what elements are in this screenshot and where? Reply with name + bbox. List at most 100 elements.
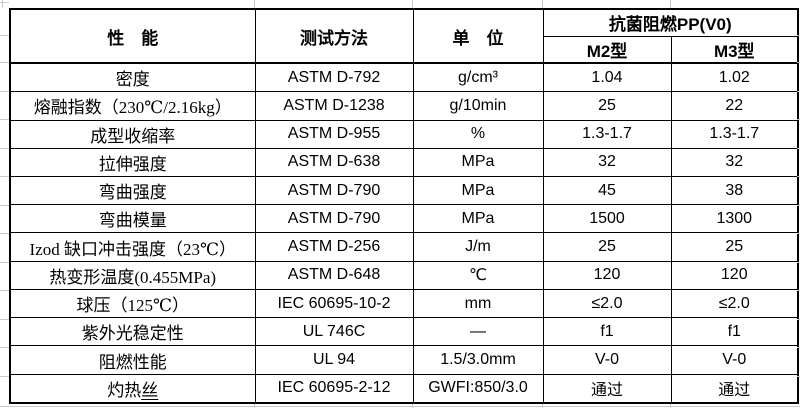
cell-unit: GWFI:850/3.0 xyxy=(412,373,544,404)
cell-method: UL 746C xyxy=(254,317,414,347)
cell-unit: MPa xyxy=(412,147,544,177)
cell-m2: 32 xyxy=(542,147,672,177)
cell-m3: 1.02 xyxy=(670,62,799,93)
cell-unit: g/10min xyxy=(412,91,544,121)
gridline-tick xyxy=(0,347,9,348)
gridline-tick xyxy=(0,148,9,149)
cell-unit: mm xyxy=(412,288,544,319)
gridline-tick xyxy=(797,176,800,177)
cell-m2: 45 xyxy=(542,175,672,206)
gridline-tick xyxy=(0,205,9,206)
cell-m2: 25 xyxy=(542,91,672,121)
table-row: 紫外光稳定性 UL 746C — f1 f1 xyxy=(9,317,799,347)
cell-method: ASTM D-790 xyxy=(254,204,414,234)
cell-unit: MPa xyxy=(412,175,544,206)
header-row-2: M2型 M3型 xyxy=(10,35,799,64)
cell-unit: g/cm³ xyxy=(412,62,544,93)
table-row: 灼热丝 IEC 60695-2-12 GWFI:850/3.0 通过 通过 xyxy=(9,373,799,404)
table-body: 密度 ASTM D-792 g/cm³ 1.04 1.02 熔融指数（230℃/2.16k… xyxy=(9,62,799,404)
cell-property: 紫外光稳定性 xyxy=(9,317,256,347)
gridline-tick xyxy=(0,2,9,3)
table-row: 弯曲模量 ASTM D-790 MPa 1500 1300 xyxy=(9,204,799,234)
gridline-tick xyxy=(0,233,9,234)
table-row: 成型收缩率 ASTM D-955% 1.3-1.7 1.3-1.7 xyxy=(9,119,799,149)
cell-property: 弯曲强度 xyxy=(9,175,256,206)
cell-unit: — xyxy=(412,317,544,347)
gridline-tick xyxy=(0,406,800,407)
cell-m3: 1300 xyxy=(670,204,799,234)
cell-m2: V-0 xyxy=(542,345,672,375)
table-row: Izod 缺口冲击强度（23℃） ASTM D-256 J/m 25 25 xyxy=(9,232,799,262)
cell-m3: 120 xyxy=(670,260,799,290)
header-unit: 单 位 xyxy=(412,8,544,64)
gridline-tick xyxy=(797,205,800,206)
cell-property: 阻燃性能 xyxy=(9,345,256,375)
gridline-tick xyxy=(0,119,9,120)
table-row: 熔融指数（230℃/2.16kg） ASTM D-1238 g/10min 25 22 xyxy=(9,91,799,121)
gridline-tick xyxy=(412,0,413,8)
cell-property: Izod 缺口冲击强度（23℃） xyxy=(9,232,256,262)
gridline-tick xyxy=(797,62,800,63)
gridline-tick xyxy=(670,0,671,8)
cell-method: ASTM D-256 xyxy=(254,232,414,262)
cell-property: 弯曲模量 xyxy=(9,204,256,234)
cell-property: 成型收缩率 xyxy=(9,119,256,149)
table-row: 热变形温度(0.455MPa) ASTM D-648 ℃ 120 120 xyxy=(9,260,799,290)
gridline-tick xyxy=(797,91,800,92)
gridline-tick xyxy=(0,62,9,63)
cell-method: ASTM D-1238 xyxy=(254,91,414,121)
cell-m2: 25 xyxy=(542,232,672,262)
cell-method: UL 94 xyxy=(254,345,414,375)
gridline-tick xyxy=(797,119,800,120)
cell-m3: 22 xyxy=(670,91,799,121)
header-material-group: 抗菌阻燃PP(V0) xyxy=(542,8,799,37)
cell-m3: 25 xyxy=(670,232,799,262)
header-grade-m2: M2型 xyxy=(542,35,672,64)
cell-property: 球压（125℃） xyxy=(9,288,256,319)
gridline-tick xyxy=(0,262,9,263)
gridline-tick xyxy=(797,319,800,320)
cell-m2: 通过 xyxy=(542,373,672,404)
cell-m2: f1 xyxy=(542,317,672,347)
cell-m2: 1500 xyxy=(542,204,672,234)
cell-m2: 120 xyxy=(542,260,672,290)
gridline-tick xyxy=(0,91,9,92)
cell-m2: ≤2.0 xyxy=(542,288,672,319)
gridline-tick xyxy=(797,290,800,291)
cell-method: ASTM D-638 xyxy=(254,147,414,177)
gridline-tick xyxy=(0,35,9,36)
cell-m3: 1.3-1.7 xyxy=(670,119,799,149)
gridline-tick xyxy=(797,347,800,348)
cell-unit: 1.5/3.0mm xyxy=(412,345,544,375)
header-method: 测试方法 xyxy=(254,8,414,64)
gridline-tick xyxy=(0,290,9,291)
header-property: 性 能 xyxy=(9,8,256,64)
cell-property: 灼热丝 xyxy=(9,373,256,404)
header-row-1: 性 能 测试方法 单 位 抗菌阻燃PP(V0) xyxy=(9,8,799,64)
cell-m2: 1.04 xyxy=(542,62,672,93)
cell-property: 熔融指数（230℃/2.16kg） xyxy=(9,91,256,121)
table-row: 密度 ASTM D-792 g/cm³ 1.04 1.02 xyxy=(9,62,799,93)
gridline-tick xyxy=(797,376,800,377)
cell-method: IEC 60695-10-2 xyxy=(254,288,414,319)
cell-m3: 通过 xyxy=(670,373,799,404)
cell-method: IEC 60695-2-12 xyxy=(254,373,414,404)
cell-property: 拉伸强度 xyxy=(9,147,256,177)
table-row: 球压（125℃） IEC 60695-10-2 mm ≤2.0 ≤2.0 xyxy=(9,288,799,319)
gridline-tick xyxy=(797,35,800,36)
gridline-tick xyxy=(254,0,255,8)
cell-m2: 1.3-1.7 xyxy=(542,119,672,149)
table-row: 阻燃性能 UL 94 1.5/3.0mm V-0 V-0 xyxy=(9,345,799,375)
gridline-tick xyxy=(2,0,3,8)
cell-method: ASTM D-792 xyxy=(254,62,414,93)
cell-m3: 38 xyxy=(670,175,799,206)
gridline-tick xyxy=(797,233,800,234)
table-row: 弯曲强度 ASTM D-790 MPa 45 38 xyxy=(9,175,799,206)
cell-method: ASTM D-648 xyxy=(254,260,414,290)
gridline-tick xyxy=(542,0,543,8)
cell-unit: MPa xyxy=(412,204,544,234)
cell-unit: % xyxy=(412,119,544,149)
cell-m3: V-0 xyxy=(670,345,799,375)
gridline-tick xyxy=(797,262,800,263)
